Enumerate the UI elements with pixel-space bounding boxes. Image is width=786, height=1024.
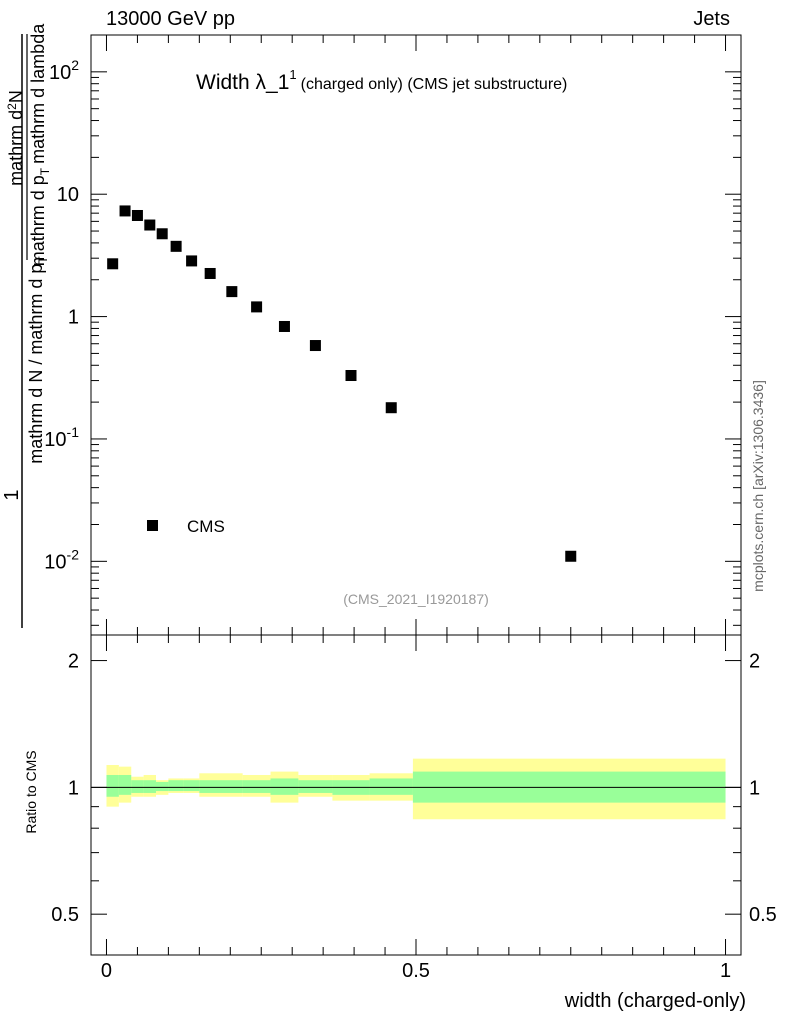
y-label-denominator: mathrm d N / mathrm d pT [26, 256, 50, 464]
ratio-y-label: Ratio to CMS [23, 750, 39, 833]
legend-marker [147, 520, 158, 531]
data-point [345, 370, 357, 382]
main-panel-frame [90, 34, 742, 636]
data-point [131, 209, 143, 221]
ratio-band-inner [199, 780, 221, 793]
ratio-band-inner [298, 780, 333, 793]
x-ticks: 0 0.5 1 [101, 635, 731, 982]
ratio-band-inner [131, 780, 144, 793]
main-y-tick-label: 1 [68, 307, 79, 329]
data-point [565, 550, 577, 562]
ratio-y-tick-label-right: 2 [749, 651, 760, 673]
ratio-band-inner [221, 780, 243, 793]
data-point [156, 228, 168, 240]
data-point [119, 205, 131, 217]
data-point [204, 267, 216, 279]
main-y-label: 1 mathrm d N / mathrm d pT mathrm d2N ma… [1, 23, 52, 628]
data-point [144, 219, 156, 231]
x-tick-label: 1 [720, 960, 731, 982]
x-tick-label: 0 [101, 960, 112, 982]
ratio-y-tick-label-right: 0.5 [749, 904, 777, 926]
data-point [226, 286, 238, 298]
data-point [170, 240, 182, 252]
category-label: Jets [693, 8, 730, 30]
ratio-band-inner [156, 781, 169, 792]
ratio-band-inner [143, 780, 156, 793]
ratio-y-tick-label-left: 2 [68, 651, 79, 673]
ratio-band-inner [270, 778, 299, 795]
data-point [309, 340, 321, 352]
x-axis-label: width (charged-only) [564, 990, 746, 1012]
analysis-watermark: (CMS_2021_I1920187) [343, 591, 489, 607]
main-y-ticks: 10-2 10-1 1 10 102 [44, 34, 741, 635]
ratio-band-inner [183, 780, 200, 792]
ratio-ticks: 0.5 0.5 1 1 2 2 [51, 651, 777, 956]
plot-title: Width λ_11(charged only) (CMS jet substr… [196, 67, 567, 94]
side-label: mcplots.cern.ch [arXiv:1306.3436] [750, 380, 766, 592]
ratio-band-inner [242, 780, 271, 793]
ratio-band-inner [106, 774, 119, 797]
ratio-y-tick-label-left: 1 [68, 777, 79, 799]
data-point [251, 301, 263, 313]
data-points [107, 205, 577, 562]
main-y-tick-label: 10-1 [44, 424, 79, 451]
energy-label: 13000 GeV pp [106, 8, 235, 30]
ratio-band-inner [118, 774, 132, 795]
ratio-y-tick-label-right: 1 [749, 777, 760, 799]
main-y-tick-label: 10 [57, 184, 79, 206]
y-label-lower: mathrm d pTmathrm d lambda [28, 23, 52, 266]
ratio-bands [106, 758, 726, 820]
ratio-band-inner [369, 778, 413, 795]
data-point [107, 258, 119, 270]
legend-label: CMS [187, 517, 225, 536]
data-point [385, 402, 397, 414]
y-label-numerator: mathrm d2N [5, 90, 26, 186]
main-y-tick-label: 10-2 [44, 546, 79, 573]
data-point [278, 320, 290, 332]
main-y-tick-label: 102 [49, 57, 79, 84]
x-tick-label: 0.5 [402, 960, 430, 982]
ratio-y-tick-label-left: 0.5 [51, 904, 79, 926]
ratio-band-inner [168, 780, 184, 792]
data-point [186, 255, 198, 267]
y-label-prefix: 1 [1, 489, 23, 500]
